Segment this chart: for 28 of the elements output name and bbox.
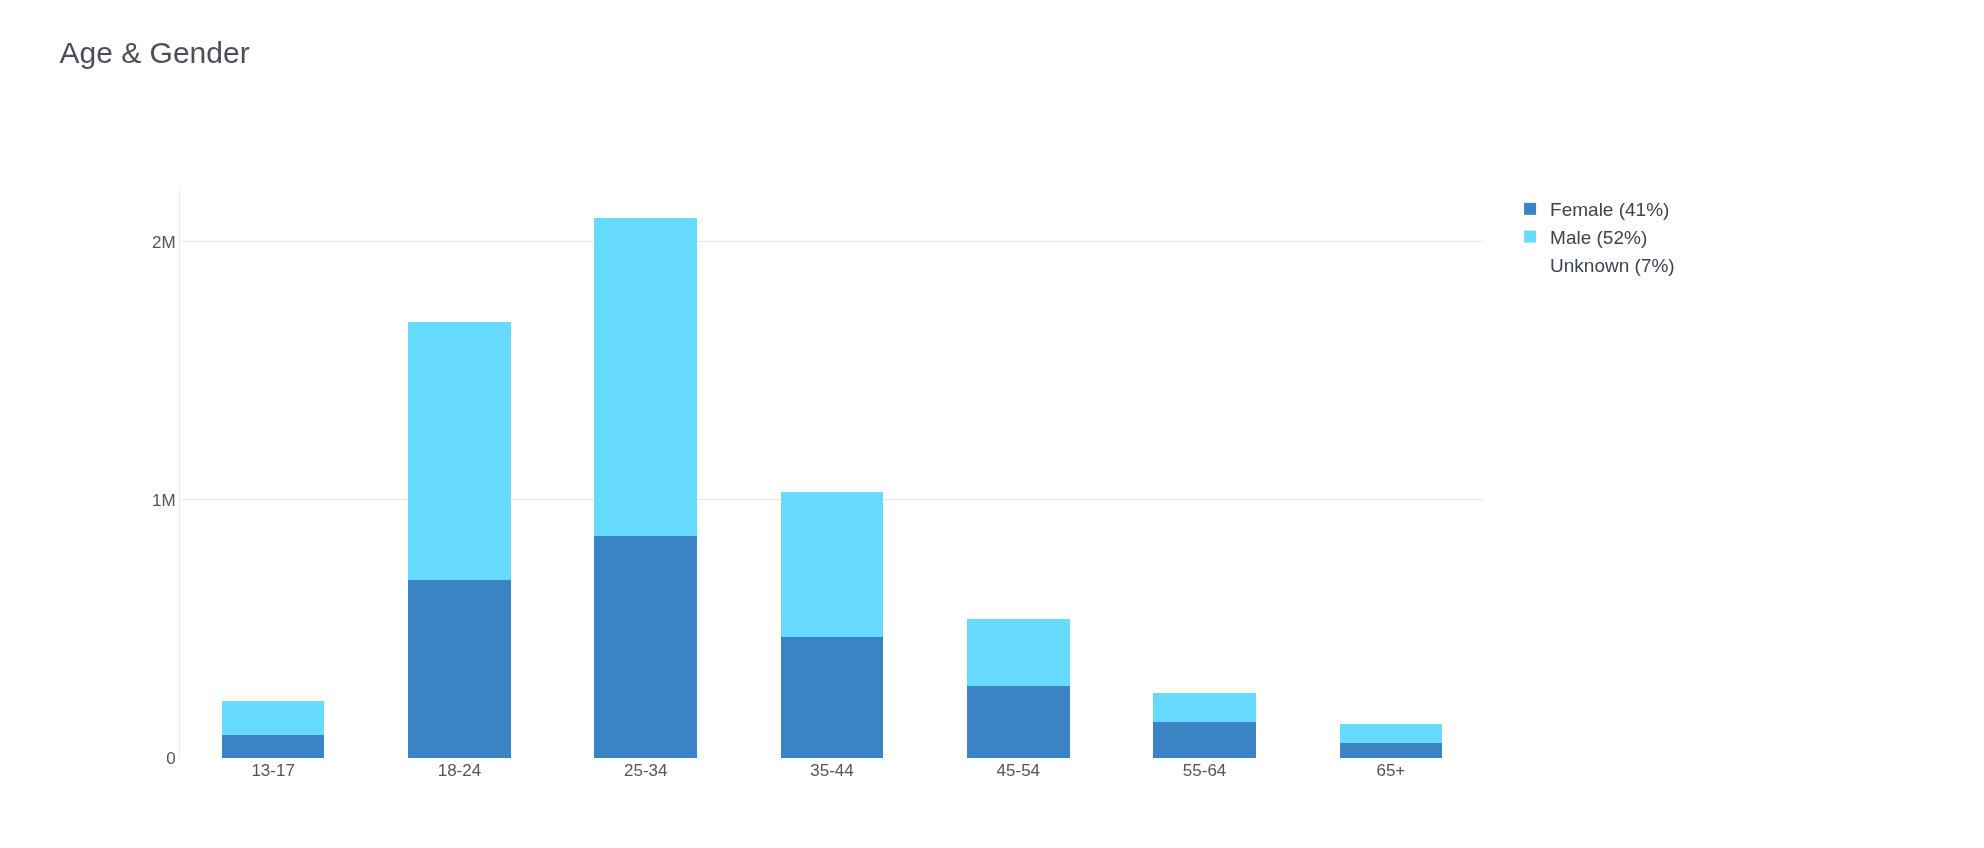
x-tick-label: 65+ (1376, 761, 1406, 780)
bar (780, 492, 884, 637)
legend-label: Female (41%) (1550, 199, 1670, 221)
bar (221, 701, 325, 735)
x-tick-label: 35-44 (810, 761, 854, 780)
bar (221, 734, 325, 758)
bar (1339, 742, 1443, 758)
bar (594, 535, 697, 758)
bar (967, 685, 1070, 758)
bar (1339, 724, 1443, 743)
x-tick-label: 25-34 (623, 761, 668, 780)
bar (594, 218, 697, 536)
x-tick-label: 13-17 (251, 761, 295, 780)
y-tick-label: 0 (166, 748, 176, 768)
text: Unknown (7%) (1550, 254, 1675, 276)
x-tick-label: 45-54 (996, 761, 1041, 780)
y-tick-label: 2M (151, 232, 176, 252)
bar (408, 579, 511, 758)
bar (1153, 721, 1256, 758)
bar (408, 321, 511, 580)
y-tick-label: 1M (151, 490, 176, 510)
bar (780, 636, 884, 758)
x-tick-label: 18-24 (437, 761, 482, 780)
legend-label: Male (52%) (1550, 226, 1648, 248)
bar (967, 618, 1070, 686)
bar (1153, 693, 1256, 722)
x-tick-label: 55-64 (1182, 761, 1227, 780)
chart-title: Age & Gender (59, 36, 250, 70)
